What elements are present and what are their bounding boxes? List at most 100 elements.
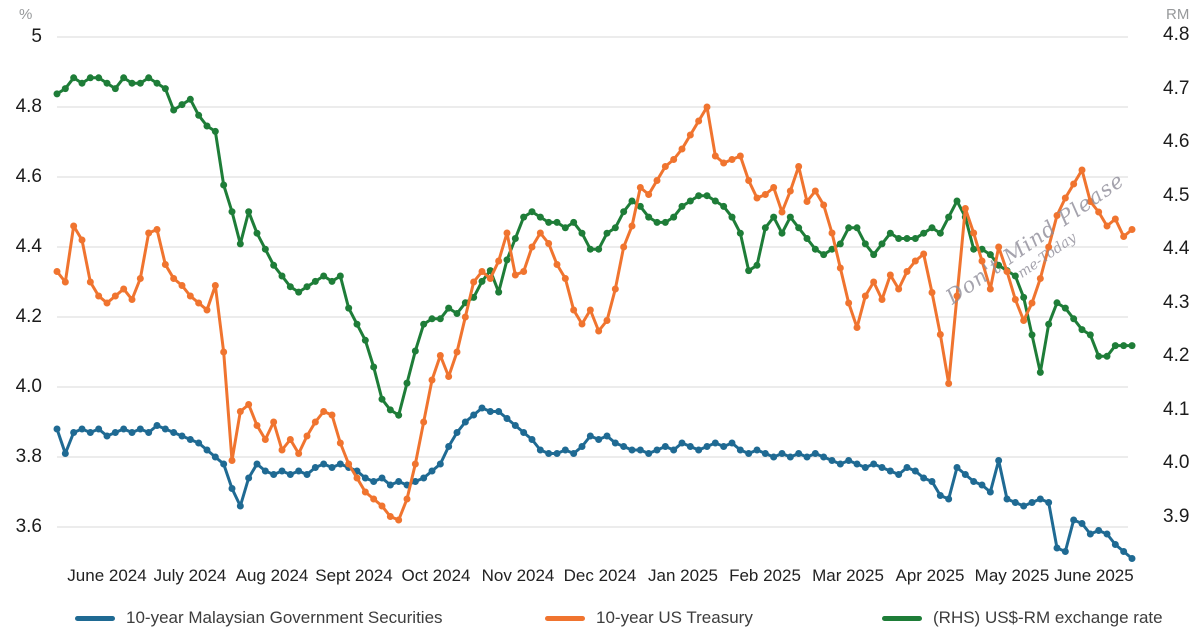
data-point (145, 429, 153, 436)
data-point (753, 194, 761, 202)
data-point (53, 90, 61, 98)
data-point (153, 422, 161, 429)
data-point (936, 492, 944, 499)
data-point (303, 283, 311, 291)
data-point (336, 439, 344, 447)
data-point (178, 101, 186, 109)
data-point (895, 235, 903, 242)
data-point (286, 471, 294, 478)
data-point (470, 278, 478, 286)
data-point (895, 285, 903, 293)
data-point (1061, 194, 1069, 202)
data-point (653, 177, 661, 184)
data-point (328, 464, 336, 471)
data-point (320, 408, 328, 415)
data-point (911, 235, 919, 242)
ust-line-swatch (545, 615, 585, 621)
data-point (1111, 541, 1119, 548)
data-point (670, 156, 678, 163)
data-point (270, 471, 278, 478)
data-point (470, 411, 478, 419)
data-point (378, 502, 386, 510)
data-point (853, 460, 861, 468)
data-point (186, 95, 194, 103)
data-point (95, 292, 103, 300)
data-point (761, 191, 769, 198)
data-point (370, 478, 378, 485)
data-point (695, 192, 703, 200)
data-point (811, 245, 819, 253)
y-axis-right-tick-label: 4.0 (1163, 452, 1190, 474)
data-point (561, 446, 569, 454)
data-point (461, 313, 469, 321)
data-point (261, 467, 269, 475)
data-point (570, 218, 578, 226)
data-point (145, 74, 153, 82)
data-point (453, 310, 461, 317)
data-point (511, 422, 519, 429)
data-point (820, 453, 828, 461)
data-point (711, 152, 719, 160)
data-point (961, 471, 969, 478)
data-point (778, 208, 786, 216)
data-point (1103, 530, 1111, 538)
y-axis-left-tick-label: 5 (31, 26, 42, 47)
data-point (570, 450, 578, 457)
data-point (611, 224, 619, 232)
data-point (278, 446, 286, 454)
data-point (820, 251, 828, 259)
data-point (253, 229, 261, 237)
data-point (711, 439, 719, 447)
data-point (95, 74, 103, 82)
data-point (945, 380, 953, 387)
data-point (1036, 275, 1044, 282)
data-point (1078, 326, 1086, 334)
data-point (686, 197, 694, 205)
data-point (120, 285, 128, 293)
x-axis-month-label: Sept 2024 (315, 566, 393, 585)
series-line-2 (56, 76, 1132, 417)
data-point (278, 272, 286, 280)
data-point (986, 488, 994, 496)
data-point (1053, 212, 1061, 219)
data-point (978, 481, 986, 489)
data-point (636, 202, 644, 210)
data-point (945, 495, 953, 503)
data-point (178, 282, 186, 289)
data-point (170, 275, 178, 282)
data-point (661, 218, 669, 226)
data-point (995, 457, 1003, 464)
data-point (520, 213, 528, 221)
data-point (78, 236, 86, 244)
data-point (295, 450, 303, 457)
y-axis-left-tick-label: 4.0 (15, 376, 42, 397)
data-point (478, 277, 486, 285)
data-point (753, 261, 761, 269)
legend-item-fx: (RHS) US$-RM exchange rate (882, 605, 1163, 631)
data-point (770, 453, 778, 461)
data-point (161, 425, 169, 433)
data-point (953, 292, 961, 300)
data-point (303, 432, 311, 440)
data-point (78, 79, 86, 87)
data-point (170, 429, 178, 436)
data-point (886, 271, 894, 279)
data-point (536, 229, 544, 237)
data-point (820, 201, 828, 209)
data-point (1011, 499, 1019, 506)
data-point (61, 85, 69, 93)
data-point (670, 213, 678, 221)
data-point (861, 292, 869, 300)
data-point (103, 299, 111, 307)
data-point (136, 79, 144, 87)
data-point (828, 245, 836, 253)
left-axis-unit-label: % (19, 6, 33, 23)
data-point (620, 208, 628, 216)
data-point (520, 268, 528, 275)
data-point (445, 373, 453, 380)
data-point (311, 418, 319, 426)
x-axis-month-label: May 2025 (974, 566, 1050, 585)
data-point (770, 213, 778, 221)
data-point (220, 460, 228, 468)
